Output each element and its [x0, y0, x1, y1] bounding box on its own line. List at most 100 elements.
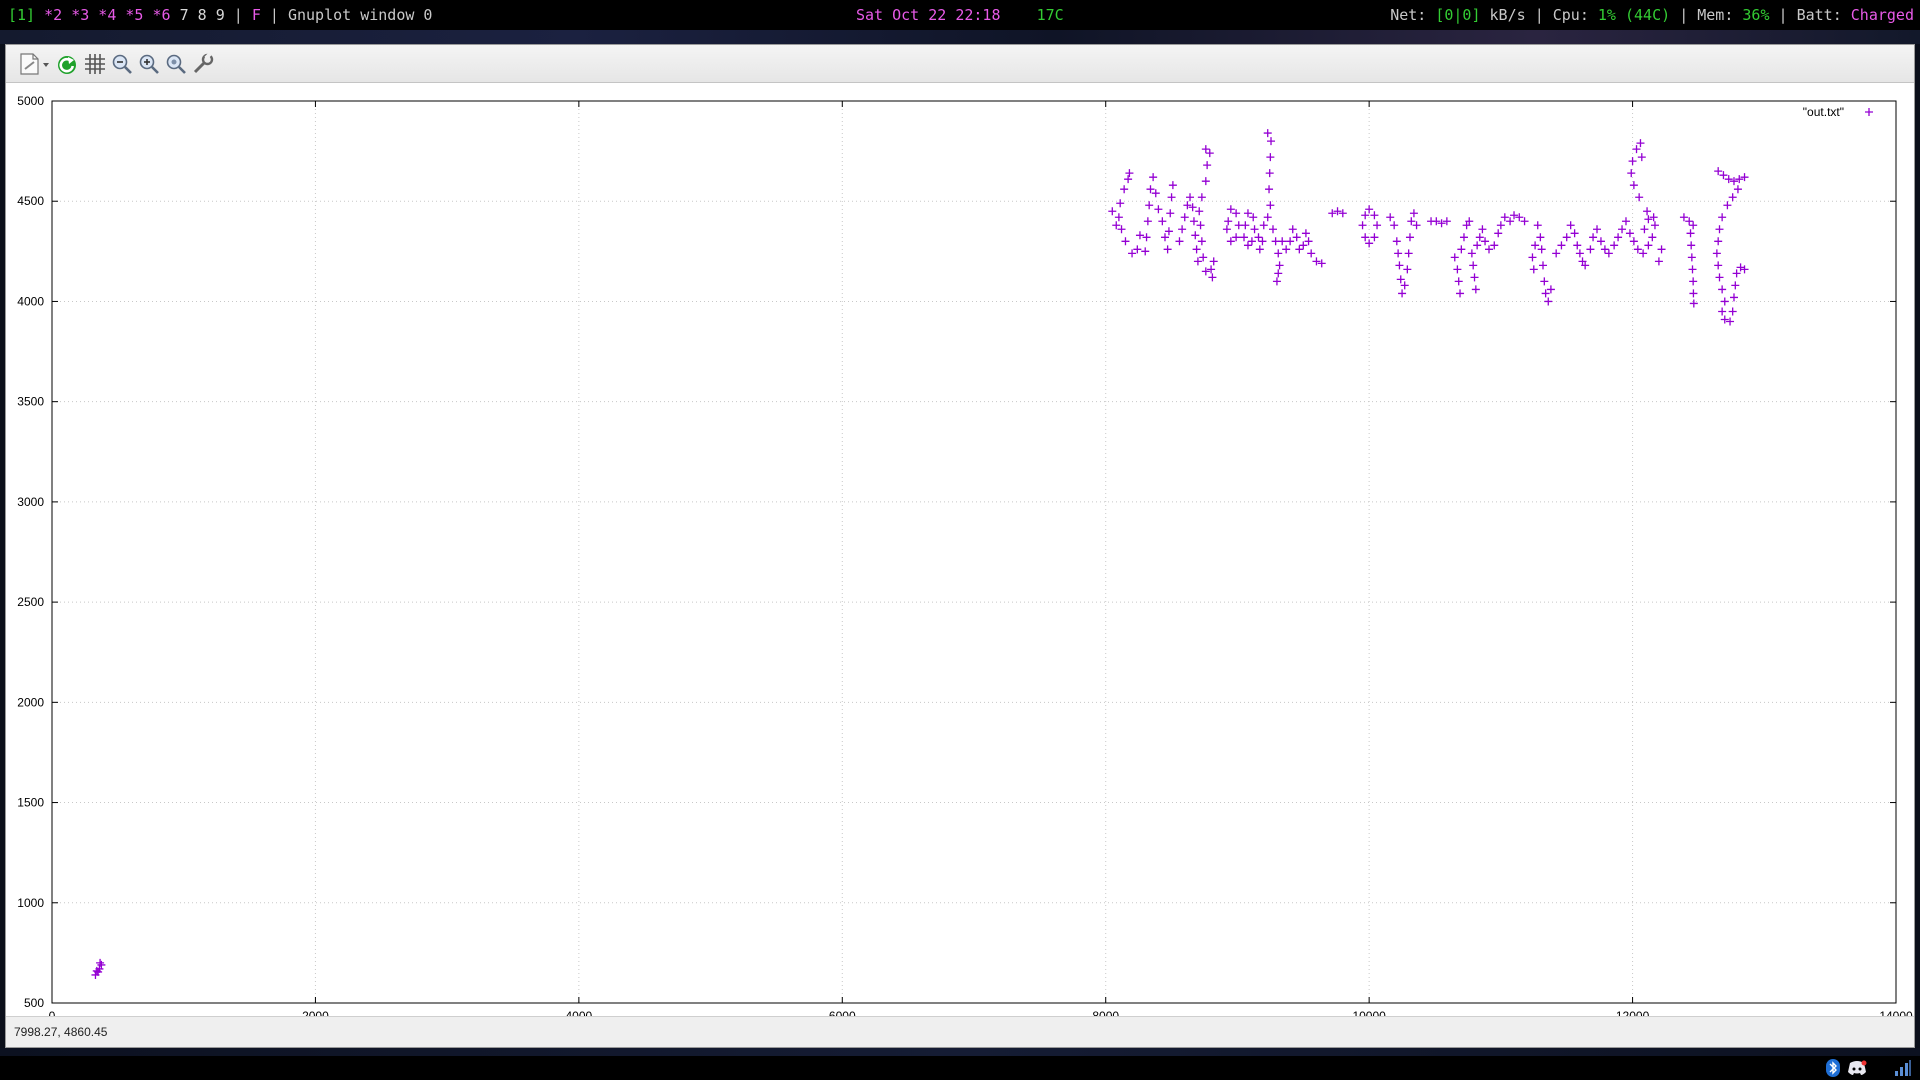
plot-canvas[interactable]: 0 2000 4000 6000 8000 10000 12000 14000 500 1000 1… — [6, 84, 1914, 1023]
settings-icon[interactable] — [190, 51, 216, 77]
data-point — [1121, 237, 1130, 246]
separator: | — [233, 6, 243, 24]
data-point — [1481, 237, 1490, 246]
y-tick-label: 5000 — [17, 94, 44, 108]
data-point — [1528, 253, 1537, 262]
data-point — [1471, 285, 1480, 294]
data-point — [1196, 221, 1205, 230]
scatter-chart[interactable]: 0 2000 4000 6000 8000 10000 12000 14000 500 1000 1… — [6, 84, 1914, 1023]
replot-icon[interactable] — [54, 51, 80, 77]
toolbar — [6, 45, 1914, 83]
x-tick-label: 12000 — [1616, 1009, 1650, 1016]
data-point — [1358, 221, 1367, 230]
x-tick-label: 6000 — [829, 1009, 856, 1016]
data-point — [1726, 317, 1735, 326]
data-point — [1299, 241, 1308, 250]
data-point — [1546, 285, 1555, 294]
data-point — [1274, 249, 1283, 258]
x-tick-label: 4000 — [566, 1009, 593, 1016]
data-point — [1581, 261, 1590, 270]
data-point — [1629, 237, 1638, 246]
data-point — [1370, 211, 1379, 220]
data-point — [1442, 217, 1451, 226]
data-point — [1141, 247, 1150, 256]
idle-workspaces[interactable]: 7 8 9 — [179, 6, 225, 24]
data-point — [1120, 185, 1129, 194]
data-point — [1265, 185, 1274, 194]
data-point — [1625, 229, 1634, 238]
data-point — [1207, 265, 1216, 274]
top-status-bar: [1] *2 *3 *4 *5 *6 7 8 9 | F | Gnuplot w… — [0, 0, 1920, 30]
data-point — [1250, 225, 1259, 234]
data-point — [1312, 257, 1321, 266]
zoom-in-icon[interactable] — [136, 51, 162, 77]
export-icon[interactable] — [16, 51, 52, 77]
data-point — [1735, 175, 1744, 184]
mouse-coordinates: 7998.27, 4860.45 — [14, 1025, 108, 1039]
data-point — [1307, 249, 1316, 258]
data-point — [1201, 267, 1210, 276]
active-workspaces[interactable]: *2 *3 *4 *5 *6 — [44, 6, 171, 24]
data-point — [1689, 221, 1698, 230]
data-point — [1506, 217, 1515, 226]
data-point — [1635, 193, 1644, 202]
data-point — [1338, 209, 1347, 218]
zoom-fit-icon[interactable] — [163, 51, 189, 77]
data-point — [1679, 213, 1688, 222]
discord-icon[interactable] — [1847, 1059, 1867, 1077]
data-point — [1201, 145, 1210, 154]
data-point — [1117, 225, 1126, 234]
data-point — [1454, 277, 1463, 286]
data-point — [1114, 213, 1123, 222]
data-point — [1566, 221, 1575, 230]
data-point — [1593, 225, 1602, 234]
separator: | — [269, 6, 279, 24]
data-point — [1537, 245, 1546, 254]
data-point — [1160, 233, 1169, 242]
system-monitors: Net: [0|0] kB/s | Cpu: 1% (44C) | Mem: 3… — [1390, 0, 1914, 30]
data-point — [1515, 213, 1524, 222]
y-tick-label: 500 — [24, 996, 44, 1010]
data-point — [1333, 207, 1342, 216]
active-window-title: Gnuplot window 0 — [287, 6, 433, 24]
data-point — [1199, 253, 1208, 262]
data-point — [1600, 245, 1609, 254]
zoom-out-icon[interactable] — [109, 51, 135, 77]
data-point — [1142, 233, 1151, 242]
x-tick-label: 14000 — [1879, 1009, 1913, 1016]
data-point — [1395, 261, 1404, 270]
data-point — [1520, 217, 1529, 226]
data-point — [1282, 245, 1291, 254]
data-point — [1124, 175, 1133, 184]
data-point — [1180, 213, 1189, 222]
data-point — [1728, 307, 1737, 316]
data-point — [1621, 217, 1630, 226]
data-point — [1143, 217, 1152, 226]
data-point — [1149, 173, 1158, 182]
data-point — [1604, 249, 1613, 258]
wifi-signal-icon[interactable] — [1893, 1059, 1913, 1077]
data-point — [1589, 233, 1598, 242]
data-point — [1193, 257, 1202, 266]
data-point — [1494, 229, 1503, 238]
layout-indicator[interactable]: F — [251, 6, 261, 24]
y-tick-label: 3000 — [17, 495, 44, 509]
grid-icon[interactable] — [82, 51, 108, 77]
data-point — [1469, 261, 1478, 270]
data-point — [96, 958, 105, 967]
data-point — [1232, 233, 1241, 242]
data-point — [1386, 213, 1395, 222]
bluetooth-icon[interactable] — [1823, 1059, 1843, 1077]
data-point — [1373, 221, 1382, 230]
data-point — [1714, 167, 1723, 176]
data-point — [1400, 281, 1409, 290]
data-point — [1470, 273, 1479, 282]
data-point — [1544, 297, 1553, 306]
data-point — [1266, 201, 1275, 210]
data-point — [1540, 277, 1549, 286]
data-point — [1536, 233, 1545, 242]
data-point — [1473, 241, 1482, 250]
x-tick-label: 0 — [49, 1009, 56, 1016]
current-workspace[interactable]: [1] — [8, 6, 36, 24]
y-tick-label: 4500 — [17, 194, 44, 208]
